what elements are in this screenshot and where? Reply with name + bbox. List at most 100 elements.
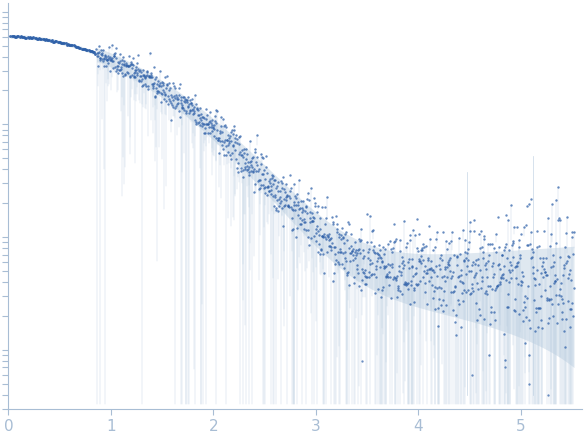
Point <box>265 175 274 182</box>
Point <box>560 243 570 250</box>
Point <box>366 213 375 220</box>
Point <box>560 261 569 268</box>
Point <box>391 277 401 284</box>
Point <box>516 282 525 289</box>
Point <box>68 42 77 49</box>
Point <box>86 48 95 55</box>
Point <box>164 95 174 102</box>
Point <box>125 61 135 68</box>
Point <box>309 232 318 239</box>
Point <box>79 45 88 52</box>
Point <box>418 240 428 247</box>
Point <box>359 253 369 260</box>
Point <box>424 222 433 229</box>
Point <box>545 297 554 304</box>
Point <box>87 48 97 55</box>
Point <box>395 247 405 254</box>
Point <box>489 271 498 277</box>
Point <box>285 188 295 195</box>
Point <box>295 205 304 212</box>
Point <box>314 227 323 234</box>
Point <box>529 297 539 304</box>
Point <box>337 249 346 256</box>
Point <box>501 240 511 247</box>
Point <box>404 256 414 263</box>
Point <box>239 149 249 156</box>
Point <box>498 252 507 259</box>
Point <box>426 257 436 264</box>
Point <box>370 243 379 250</box>
Point <box>251 146 260 153</box>
Point <box>484 251 494 258</box>
Point <box>529 275 538 282</box>
Point <box>470 227 479 234</box>
Point <box>424 277 433 284</box>
Point <box>141 74 150 81</box>
Point <box>153 87 162 94</box>
Point <box>309 195 319 202</box>
Point <box>459 227 468 234</box>
Point <box>522 294 532 301</box>
Point <box>408 255 417 262</box>
Point <box>308 209 317 216</box>
Point <box>383 270 392 277</box>
Point <box>422 267 431 274</box>
Point <box>290 206 300 213</box>
Point <box>225 134 234 141</box>
Point <box>339 249 348 256</box>
Point <box>95 42 104 49</box>
Point <box>316 225 325 232</box>
Point <box>217 141 226 148</box>
Point <box>196 117 205 124</box>
Point <box>161 84 170 91</box>
Point <box>157 91 167 98</box>
Point <box>397 268 406 275</box>
Point <box>413 281 422 288</box>
Point <box>340 254 350 261</box>
Point <box>170 85 180 92</box>
Point <box>180 99 190 106</box>
Point <box>282 192 291 199</box>
Point <box>295 215 305 222</box>
Point <box>173 99 183 106</box>
Point <box>505 258 515 265</box>
Point <box>491 284 500 291</box>
Point <box>471 269 480 276</box>
Point <box>156 79 165 86</box>
Point <box>512 263 521 270</box>
Point <box>318 232 327 239</box>
Point <box>483 258 493 265</box>
Point <box>369 249 378 256</box>
Point <box>266 182 275 189</box>
Point <box>111 55 121 62</box>
Point <box>460 258 469 265</box>
Point <box>188 102 197 109</box>
Point <box>157 79 167 86</box>
Point <box>140 71 149 78</box>
Point <box>558 316 567 323</box>
Point <box>506 262 515 269</box>
Point <box>292 225 301 232</box>
Point <box>127 60 136 67</box>
Point <box>159 82 168 89</box>
Point <box>538 274 548 281</box>
Point <box>487 286 497 293</box>
Point <box>135 73 144 80</box>
Point <box>333 229 342 236</box>
Point <box>488 263 497 270</box>
Point <box>459 287 469 294</box>
Point <box>187 100 196 107</box>
Point <box>390 275 400 282</box>
Point <box>126 59 136 66</box>
Point <box>164 80 173 87</box>
Point <box>250 188 259 195</box>
Point <box>71 43 81 50</box>
Point <box>193 106 202 113</box>
Point <box>495 278 505 285</box>
Point <box>334 233 343 240</box>
Point <box>389 238 398 245</box>
Point <box>199 121 208 128</box>
Point <box>367 228 377 235</box>
Point <box>232 135 242 142</box>
Point <box>539 228 549 235</box>
